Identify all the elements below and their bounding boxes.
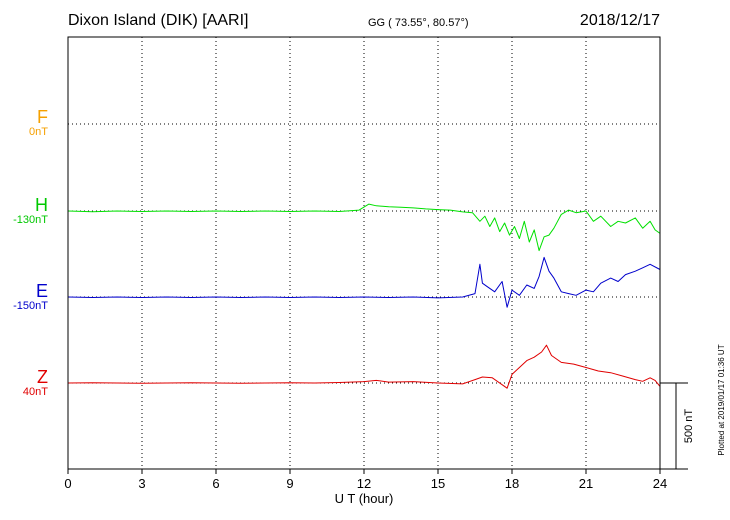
component-z-baseline: 40nT xyxy=(22,386,48,398)
x-axis-ticks: 0 3 6 9 12 15 18 21 24 xyxy=(64,469,667,491)
x-tick-label: 24 xyxy=(653,476,667,491)
component-h-baseline: -130nT xyxy=(13,214,48,226)
component-h-label: H -130nT xyxy=(0,196,48,227)
x-tick-label: 15 xyxy=(431,476,445,491)
plotted-timestamp: Plotted at 2019/01/17 01:36 UT xyxy=(717,344,726,455)
component-f-label: F 0nT xyxy=(0,108,48,139)
component-f-name: F xyxy=(37,107,48,127)
component-e-baseline: -150nT xyxy=(13,300,48,312)
x-tick-label: 0 xyxy=(64,476,71,491)
component-e-name: E xyxy=(35,281,48,301)
station-title: Dixon Island (DIK) [AARI] xyxy=(68,12,249,29)
series-z-line xyxy=(67,344,661,389)
x-axis-label: U T (hour) xyxy=(335,491,394,506)
component-z-label: Z 40nT xyxy=(0,368,48,399)
series-group xyxy=(67,203,661,389)
x-tick-label: 6 xyxy=(212,476,219,491)
series-h-line xyxy=(67,203,661,252)
scale-bar: 500 nT xyxy=(660,382,695,470)
component-e-label: E -150nT xyxy=(0,282,48,313)
date-label: 2018/12/17 xyxy=(579,12,660,29)
component-z-name: Z xyxy=(37,367,48,387)
x-tick-label: 3 xyxy=(138,476,145,491)
component-h-name: H xyxy=(35,195,48,215)
x-tick-label: 12 xyxy=(357,476,371,491)
x-tick-label: 18 xyxy=(505,476,519,491)
scale-bar-label: 500 nT xyxy=(683,409,695,444)
series-e-line xyxy=(67,256,661,308)
grid xyxy=(68,37,660,469)
x-tick-label: 9 xyxy=(286,476,293,491)
coordinates-label: GG ( 73.55°, 80.57°) xyxy=(368,17,469,29)
x-tick-label: 21 xyxy=(579,476,593,491)
component-f-baseline: 0nT xyxy=(29,126,48,138)
